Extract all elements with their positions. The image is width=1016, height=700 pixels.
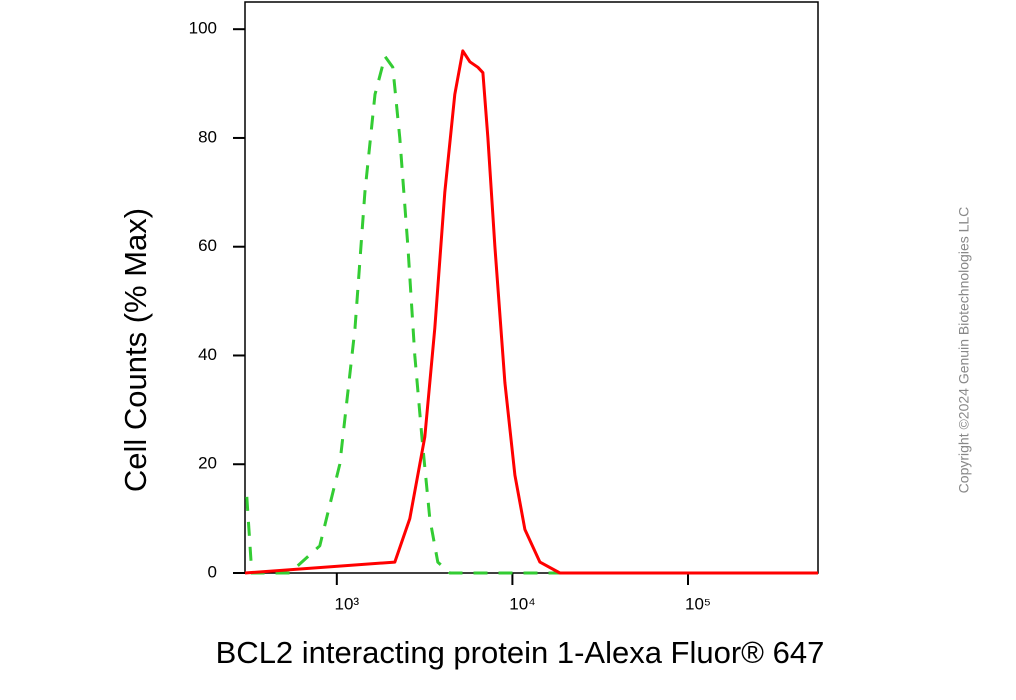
plot-frame: [244, 1, 819, 574]
y-tick-label: 80: [198, 127, 217, 146]
watermark: Copyright ©2024 Genuin Biotechnologies L…: [956, 207, 972, 494]
series-line: [244, 49, 818, 575]
y-tick-label: 0: [208, 562, 217, 581]
y-tick-label: 40: [198, 345, 217, 364]
y-tick-label: 60: [198, 236, 217, 255]
y-axis-label: Cell Counts (% Max): [118, 208, 153, 492]
x-tick-label: 10³: [335, 594, 360, 613]
series-line: [245, 54, 818, 575]
x-tick-label: 10⁴: [509, 594, 535, 613]
x-tick-label: 10⁵: [685, 594, 711, 613]
y-tick-label: 20: [198, 454, 217, 473]
y-tick-label: 100: [189, 19, 217, 38]
x-axis-label: BCL2 interacting protein 1-Alexa Fluor® …: [216, 635, 825, 670]
